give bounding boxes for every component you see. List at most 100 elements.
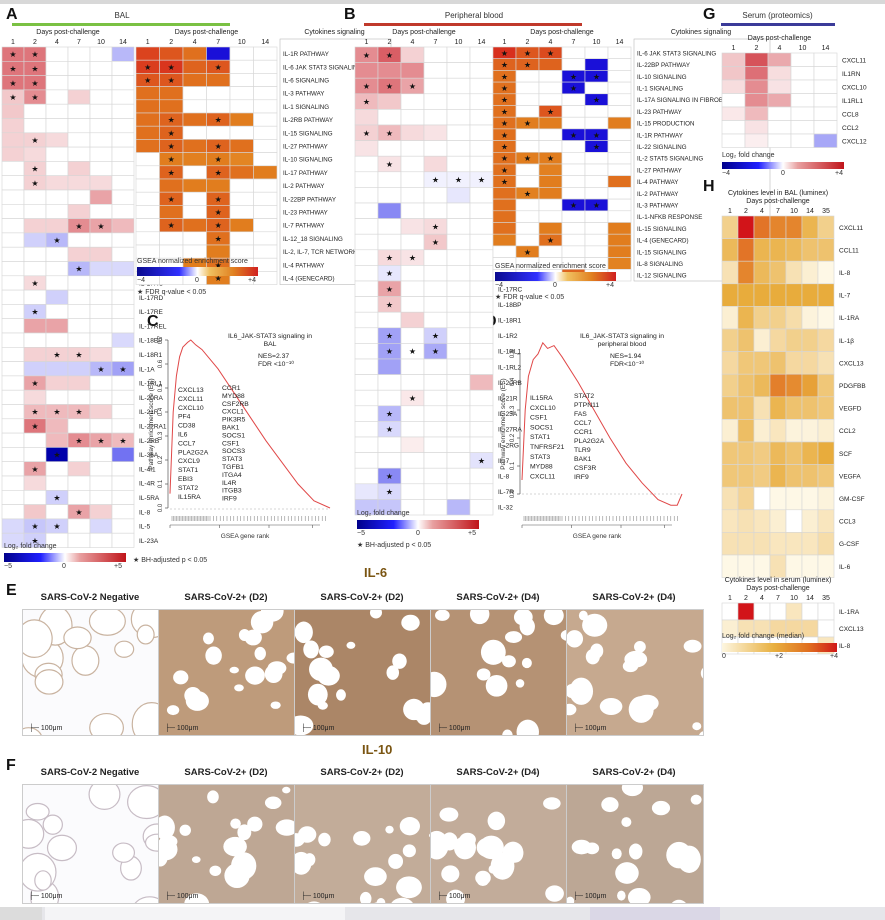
heatmap-cell [561, 46, 586, 59]
heatmap-cell [111, 175, 135, 191]
significance-star: ★ [215, 208, 222, 217]
heatmap-cell [23, 118, 47, 134]
legend-title-b-fc: Log₂ fold change [357, 510, 410, 517]
heatmap-cell [446, 296, 471, 313]
heatmap-cell [785, 283, 803, 307]
heatmap-cell [45, 75, 69, 91]
heatmap-cell [767, 93, 792, 108]
row-label: IL-15 PRODUCTION [637, 121, 694, 128]
heatmap-cell [492, 187, 517, 200]
heatmap-cell [469, 46, 494, 63]
x-tick-label: 14 [806, 595, 814, 602]
alveolar-space [88, 610, 126, 636]
alveolar-space [545, 885, 564, 902]
legend-tick-b-min: −5 [357, 530, 365, 537]
x-tick-label: 14 [822, 45, 830, 52]
heatmap-cell [737, 602, 755, 621]
heatmap-cell [538, 128, 563, 141]
ihc-image: ├─ 100μm [430, 784, 568, 904]
ihc-image: ├─ 100μm [430, 609, 568, 736]
x-axis-title: Days post-challenge [530, 29, 594, 36]
enrichment-curve [169, 339, 331, 509]
heatmap-cell [801, 554, 819, 578]
heatmap-cell [206, 99, 231, 114]
row-label: IL-1-NFKB RESPONSE [637, 214, 702, 221]
alveolar-space [487, 811, 506, 831]
heatmap-cell [790, 52, 815, 67]
heatmap-cell [229, 231, 254, 246]
heatmap-cell [377, 140, 402, 157]
significance-star: ★ [168, 129, 175, 138]
leading-edge-gene: FAS [574, 411, 587, 418]
heatmap-cell [45, 118, 69, 134]
leading-edge-gene: MYD88 [222, 393, 245, 400]
y-tick-label: 0.2 [158, 455, 164, 464]
legend-bar-a-nes [137, 267, 258, 276]
row-label: IL-12_18 SIGNALING [283, 236, 343, 243]
row-label: IL-3 PATHWAY [637, 202, 678, 209]
heatmap-cell [23, 261, 47, 277]
heatmap-cell [377, 389, 402, 407]
heatmap-cell [423, 311, 448, 329]
heatmap-cell [469, 343, 494, 360]
heatmap-cell [111, 46, 135, 62]
heatmap-cell [744, 133, 769, 148]
leading-edge-gene: STAT1 [530, 434, 550, 441]
heatmap-cell [89, 489, 113, 505]
heatmap-cell [400, 218, 425, 235]
alveolar-space [229, 666, 239, 674]
heatmap-cell [111, 447, 135, 462]
heatmap-cell [400, 265, 425, 282]
heatmap-cell [23, 146, 47, 162]
heatmap-cell [111, 60, 135, 76]
heatmap-cell [423, 109, 448, 126]
alveolar-space [699, 731, 703, 735]
x-tick-label: 14 [261, 39, 269, 46]
heatmap-cell [423, 452, 448, 469]
scale-bar: ├─ 100μm [29, 893, 63, 900]
heatmap-cell [769, 283, 787, 307]
leading-edge-gene: PLA2G2A [574, 438, 605, 445]
heatmap-cell [423, 296, 448, 313]
heatmap-cell [45, 461, 69, 477]
significance-star: ★ [215, 155, 222, 164]
y-tick-label: 0.1 [158, 479, 164, 488]
heatmap-cell [377, 109, 402, 126]
heatmap-cell [253, 125, 278, 140]
heatmap-cell [769, 509, 787, 533]
heatmap-cell [538, 187, 563, 200]
significance-star: ★ [547, 49, 554, 58]
legend-tick-a-nes-max: +4 [248, 277, 256, 284]
heatmap-cell [607, 175, 632, 188]
heatmap-cell [377, 452, 402, 469]
x-axis-title: Days post-challenge [746, 198, 810, 205]
x-tick-label: 1 [728, 595, 732, 602]
heatmap-cell [446, 499, 471, 516]
heatmap-cell [89, 75, 113, 91]
heatmap-cell [423, 124, 448, 141]
significance-star: ★ [53, 451, 60, 460]
heatmap-cell [769, 260, 787, 285]
heatmap-cell [89, 275, 113, 291]
row-label: IL-23A [498, 411, 518, 418]
heatmap-cell [607, 233, 632, 247]
alveolar-space [71, 645, 100, 676]
x-tick-label: 1 [146, 39, 150, 46]
heatmap-cell [111, 375, 135, 391]
heatmap-cell [111, 418, 135, 434]
significance-star: ★ [119, 365, 126, 374]
legend-tick-a-nes-min: −4 [137, 277, 145, 284]
significance-star: ★ [31, 465, 38, 474]
heatmap-cell [354, 389, 379, 407]
significance-star: ★ [31, 308, 38, 317]
heatmap-cell [354, 187, 379, 204]
row-label: IL-1 SIGNALING [283, 104, 329, 111]
heatmap-cell [785, 419, 803, 443]
heatmap-cell [446, 311, 471, 329]
heatmap-cell [492, 198, 517, 212]
heatmap-svg: Days post-challenge 1 2 4 10 14 CXCL11 IL1RN CXC… [721, 35, 867, 148]
significance-star: ★ [524, 49, 531, 58]
heatmap-cell [45, 89, 69, 105]
heatmap-cell [515, 70, 540, 83]
alveolar-space [399, 816, 420, 836]
